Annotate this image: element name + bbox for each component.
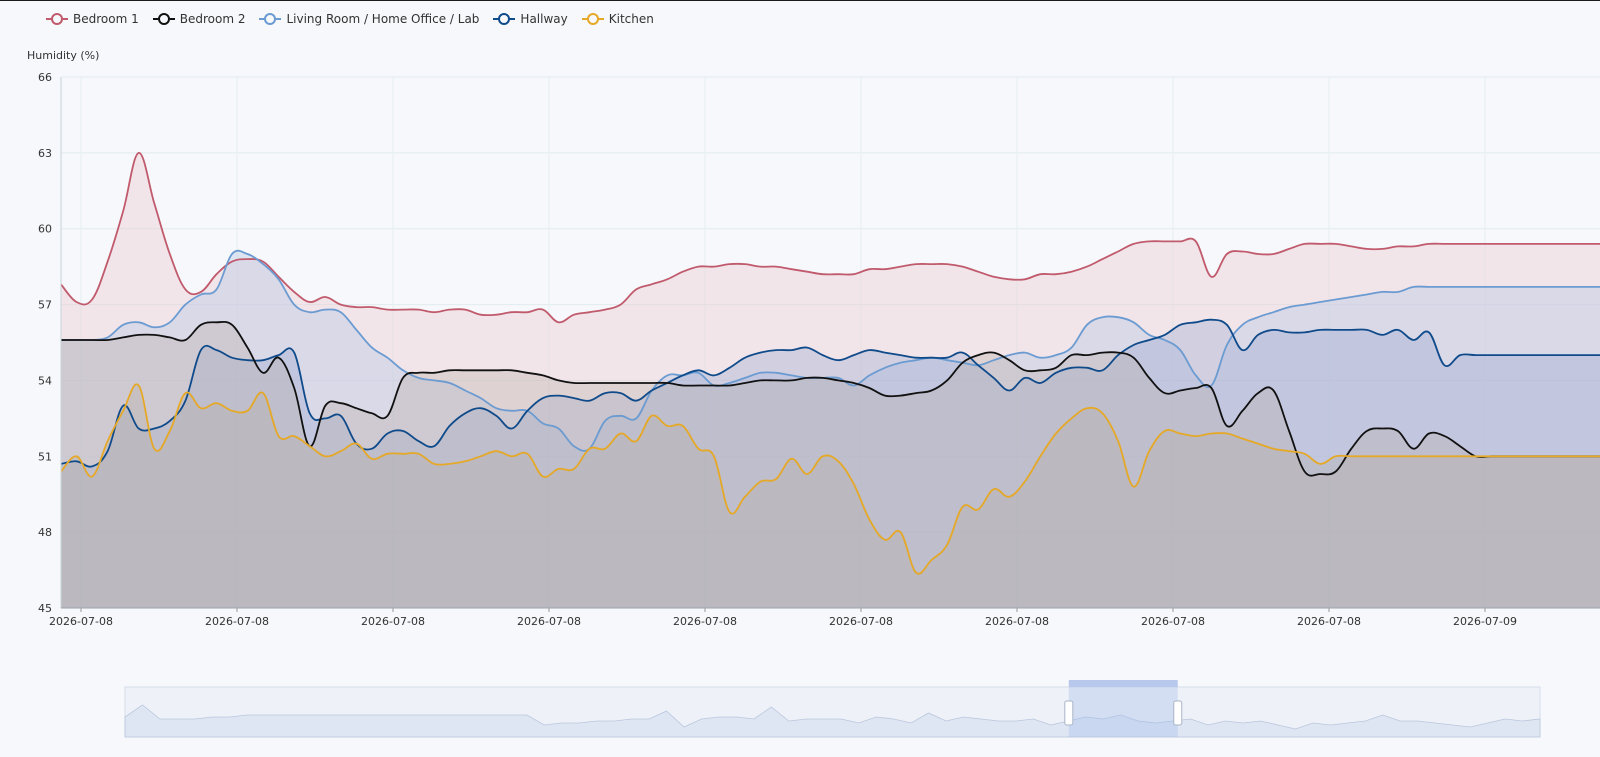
x-tick-label: 2026-07-08: [205, 615, 269, 628]
series-area: [61, 152, 1600, 608]
y-tick-label: 66: [38, 71, 52, 84]
data-zoom-navigator[interactable]: [124, 680, 1541, 738]
y-tick-label: 45: [38, 602, 52, 615]
legend-item[interactable]: Bedroom 1: [46, 12, 139, 26]
legend-label: Hallway: [520, 12, 568, 26]
legend-item[interactable]: Hallway: [493, 12, 568, 26]
legend-marker-icon: [581, 13, 604, 25]
legend-marker-icon: [152, 13, 175, 25]
x-tick-label: 2026-07-08: [985, 615, 1049, 628]
series-layer: [60, 151, 1600, 608]
navigator-overview: [124, 704, 1541, 738]
legend-label: Bedroom 1: [73, 12, 139, 26]
legend: Bedroom 1 Bedroom 2 Living Room / Home Off…: [46, 12, 654, 26]
top-border: [0, 0, 1600, 1]
legend-item[interactable]: Kitchen: [581, 12, 654, 26]
series-line[interactable]: [61, 249, 1600, 452]
navigator-window[interactable]: [1068, 687, 1178, 737]
series-line[interactable]: [60, 383, 1600, 575]
legend-item[interactable]: Bedroom 2: [152, 12, 246, 26]
series-line[interactable]: [60, 151, 1600, 324]
x-tick-label: 2026-07-08: [1141, 615, 1205, 628]
x-tick-label: 2026-07-08: [1297, 615, 1361, 628]
axes: 45 48 51 54 57 60 63 66 2026-07-08 2026-07-08 2026…: [38, 71, 1600, 628]
series-area: [61, 384, 1600, 608]
series-area: [61, 321, 1600, 608]
y-tick-label: 54: [38, 374, 52, 387]
y-tick-label: 48: [38, 526, 52, 539]
y-tick-label: 63: [38, 147, 52, 160]
legend-marker-icon: [493, 13, 516, 25]
series-line[interactable]: [61, 320, 1600, 477]
legend-label: Living Room / Home Office / Lab: [286, 12, 480, 26]
x-tick-label: 2026-07-08: [673, 615, 737, 628]
y-tick-label: 60: [38, 223, 52, 236]
legend-item[interactable]: Living Room / Home Office / Lab: [259, 12, 479, 26]
x-tick-label: 2026-07-08: [49, 615, 113, 628]
legend-label: Bedroom 2: [179, 12, 246, 26]
x-tick-label: 2026-07-08: [517, 615, 581, 628]
y-tick-label: 57: [38, 299, 52, 312]
legend-marker-icon: [46, 13, 68, 25]
x-tick-label: 2026-07-08: [829, 615, 893, 628]
x-tick-label: 2026-07-09: [1453, 615, 1517, 628]
x-tick-label: 2026-07-08: [361, 615, 425, 628]
navigator-move-bar[interactable]: [1068, 680, 1178, 687]
legend-label: Kitchen: [608, 12, 654, 26]
y-tick-label: 51: [38, 450, 52, 463]
y-axis-label: Humidity (%): [27, 49, 100, 62]
navigator-handle-right[interactable]: [1173, 700, 1183, 726]
series-line[interactable]: [60, 318, 1600, 468]
series-area: [61, 250, 1600, 608]
legend-marker-icon: [259, 13, 282, 25]
navigator-handle-left[interactable]: [1064, 700, 1074, 726]
series-area: [61, 319, 1600, 608]
